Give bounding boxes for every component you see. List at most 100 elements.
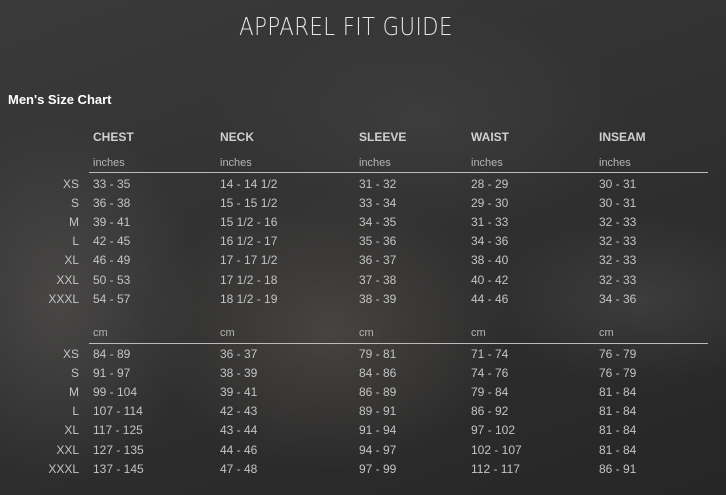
- table-cell: 34 - 36: [471, 234, 509, 249]
- table-cell: 81 - 84: [599, 442, 637, 457]
- table-cell: 33 - 34: [359, 196, 397, 211]
- table-cell: 32 - 33: [599, 253, 637, 268]
- table-cell: 99 - 104: [93, 385, 138, 400]
- unit-label: cm: [359, 327, 374, 339]
- size-label: XS: [62, 347, 79, 361]
- table-cell: 42 - 43: [220, 404, 258, 419]
- table-cell: 137 - 145: [93, 461, 144, 476]
- size-label: S: [70, 366, 79, 381]
- table-cell: 31 - 32: [359, 177, 397, 191]
- table-cell: 36 - 38: [93, 196, 131, 211]
- table-cell: 71 - 74: [471, 347, 509, 361]
- table-cell: 81 - 84: [599, 404, 637, 419]
- table-cell: 32 - 33: [599, 215, 637, 230]
- table-cell: 42 - 45: [93, 234, 131, 249]
- table-cell: 29 - 30: [471, 196, 509, 211]
- table-cell: 89 - 91: [359, 404, 397, 419]
- column-header-inseam: INSEAM: [599, 130, 646, 144]
- size-label: XS: [62, 177, 79, 191]
- table-cell: 91 - 97: [93, 366, 131, 381]
- table-cell: 40 - 42: [471, 272, 509, 287]
- unit-label: inches: [359, 157, 391, 169]
- table-cell: 44 - 46: [220, 442, 258, 457]
- table-cell: 44 - 46: [471, 291, 509, 306]
- table-cell: 33 - 35: [93, 177, 131, 191]
- table-cell: 37 - 38: [359, 272, 397, 287]
- table-cell: 28 - 29: [471, 177, 509, 191]
- table-cell: 32 - 33: [599, 272, 637, 287]
- unit-label: cm: [599, 327, 614, 339]
- table-cell: 15 1/2 - 16: [220, 215, 278, 230]
- table-cell: 30 - 31: [599, 177, 637, 191]
- table-cell: 15 - 15 1/2: [220, 196, 278, 211]
- size-label: S: [70, 196, 79, 211]
- table-cell: 76 - 79: [599, 347, 637, 361]
- table-cell: 117 - 125: [93, 423, 143, 438]
- table-cell: 97 - 99: [359, 461, 397, 476]
- table-cell: 18 1/2 - 19: [220, 291, 278, 306]
- table-cell: 17 1/2 - 18: [220, 272, 278, 287]
- size-chart-heading: Men's Size Chart: [8, 92, 112, 107]
- table-cell: 79 - 84: [471, 385, 509, 400]
- section-divider: [89, 343, 708, 344]
- size-label: XXXL: [48, 291, 79, 306]
- column-header-waist: WAIST: [471, 130, 509, 144]
- table-cell: 17 - 17 1/2: [220, 253, 278, 268]
- page-title: APPAREL FIT GUIDE: [239, 12, 453, 41]
- table-cell: 107 - 114: [93, 404, 143, 419]
- table-cell: 47 - 48: [220, 461, 258, 476]
- unit-label: cm: [220, 327, 235, 339]
- table-cell: 34 - 35: [359, 215, 397, 230]
- table-cell: 86 - 91: [599, 461, 637, 476]
- table-cell: 127 - 135: [93, 442, 144, 457]
- size-label: L: [72, 404, 79, 419]
- unit-label: inches: [93, 157, 125, 169]
- unit-label: cm: [93, 327, 108, 339]
- column-header-sleeve: SLEEVE: [359, 130, 407, 144]
- table-cell: 43 - 44: [220, 423, 258, 438]
- table-cell: 54 - 57: [93, 291, 131, 306]
- unit-label: cm: [471, 327, 486, 339]
- table-cell: 32 - 33: [599, 234, 637, 249]
- table-cell: 39 - 41: [93, 215, 131, 230]
- table-cell: 38 - 40: [471, 253, 509, 268]
- table-cell: 84 - 86: [359, 366, 397, 381]
- size-label: M: [69, 215, 79, 230]
- table-cell: 102 - 107: [471, 442, 522, 457]
- table-cell: 39 - 41: [220, 385, 258, 400]
- table-cell: 16 1/2 - 17: [220, 234, 278, 249]
- table-cell: 36 - 37: [359, 253, 397, 268]
- table-cell: 81 - 84: [599, 385, 637, 400]
- unit-label: inches: [220, 157, 252, 169]
- size-label: XXL: [56, 442, 79, 457]
- table-cell: 30 - 31: [599, 196, 637, 211]
- section-divider: [89, 172, 708, 173]
- size-label: L: [72, 234, 79, 249]
- unit-label: inches: [471, 157, 503, 169]
- unit-label: inches: [599, 157, 631, 169]
- table-cell: 14 - 14 1/2: [220, 177, 278, 191]
- table-cell: 46 - 49: [93, 253, 131, 268]
- size-label: XL: [64, 253, 79, 268]
- column-header-neck: NECK: [220, 130, 255, 144]
- table-cell: 31 - 33: [471, 215, 509, 230]
- table-cell: 36 - 37: [220, 347, 258, 361]
- table-cell: 81 - 84: [599, 423, 637, 438]
- size-label: XXL: [56, 272, 79, 287]
- table-cell: 74 - 76: [471, 366, 509, 381]
- table-cell: 38 - 39: [359, 291, 397, 306]
- table-cell: 35 - 36: [359, 234, 397, 249]
- table-cell: 84 - 89: [93, 347, 131, 361]
- table-cell: 112 - 117: [471, 461, 520, 476]
- table-cell: 79 - 81: [359, 347, 397, 361]
- size-label: XXXL: [48, 461, 79, 476]
- table-cell: 38 - 39: [220, 366, 258, 381]
- table-cell: 91 - 94: [359, 423, 397, 438]
- table-cell: 76 - 79: [599, 366, 637, 381]
- table-cell: 86 - 92: [471, 404, 509, 419]
- size-label: XL: [64, 423, 79, 438]
- table-cell: 97 - 102: [471, 423, 516, 438]
- table-cell: 86 - 89: [359, 385, 397, 400]
- size-label: M: [69, 385, 79, 400]
- table-cell: 94 - 97: [359, 442, 397, 457]
